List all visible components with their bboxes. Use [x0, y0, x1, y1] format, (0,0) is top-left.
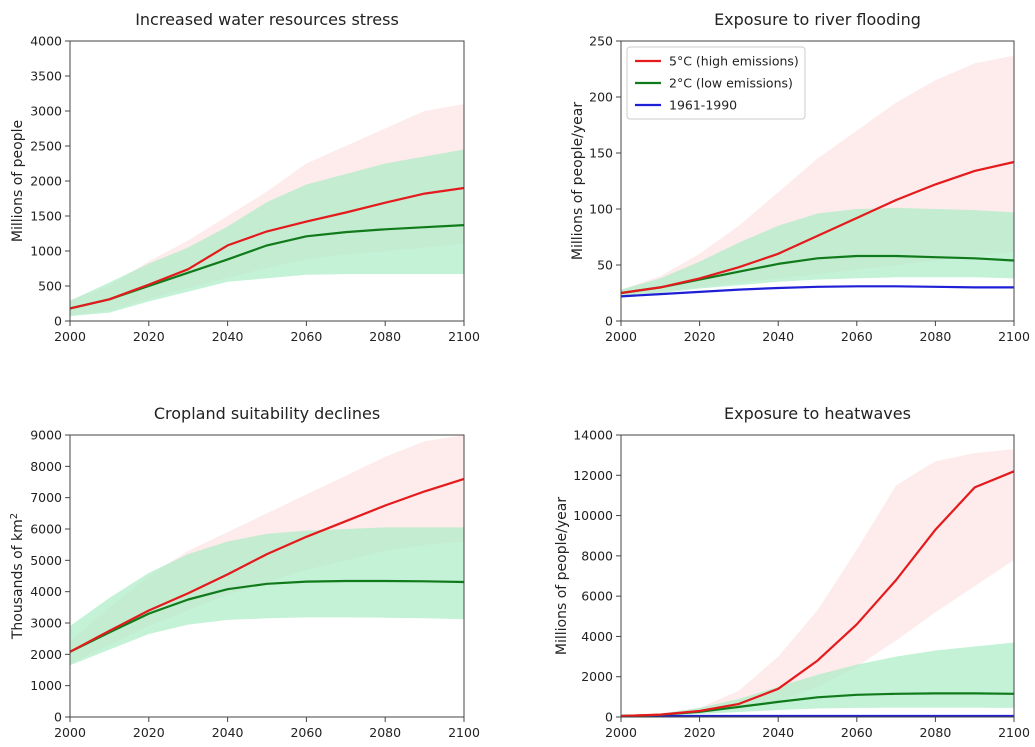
- x-tick-label: 2040: [762, 329, 794, 344]
- y-tick-label: 500: [38, 279, 62, 294]
- y-tick-label: 3000: [30, 616, 62, 631]
- y-tick-label: 1500: [30, 209, 62, 224]
- y-axis-label: Millions of people/year: [570, 102, 586, 260]
- band-low: [70, 149, 464, 317]
- band-low: [70, 527, 464, 666]
- chart-title: Exposure to river flooding: [714, 10, 921, 29]
- y-tick-label: 6000: [581, 589, 613, 604]
- x-tick-label: 2020: [684, 725, 716, 740]
- y-axis-label: Thousands of km2: [9, 513, 27, 640]
- legend-box: [626, 46, 806, 120]
- series-line-hist: [620, 285, 1014, 298]
- axes-frame: [620, 40, 1015, 322]
- x-tick-label: 2100: [448, 329, 480, 344]
- y-tick-label: 4000: [581, 629, 613, 644]
- y-tick-label: 3500: [30, 69, 62, 84]
- x-tick-label: 2000: [54, 329, 86, 344]
- y-tick-label: 2000: [30, 647, 62, 662]
- x-tick-label: 2000: [605, 329, 637, 344]
- x-tick-label: 2100: [998, 329, 1030, 344]
- chart-0: 2000 2020 2040 2060 2080 2100 0 500 1000 1500 2000…: [10, 10, 480, 344]
- y-tick-label: 0: [54, 710, 62, 725]
- y-tick-label: 2000: [30, 174, 62, 189]
- y-tick-label: 9000: [30, 428, 62, 443]
- series-line-high: [69, 186, 465, 310]
- y-tick-label: 0: [605, 710, 613, 725]
- x-tick-label: 2020: [133, 329, 165, 344]
- x-tick-label: 2100: [998, 725, 1030, 740]
- axes-frame: [620, 434, 1015, 718]
- legend-label: 2°C (low emissions): [669, 76, 793, 91]
- y-tick-label: 0: [605, 314, 613, 329]
- legend-label: 5°C (high emissions): [669, 54, 799, 69]
- x-tick-label: 2060: [290, 329, 322, 344]
- x-tick-label: 2040: [212, 725, 244, 740]
- x-tick-label: 2040: [212, 329, 244, 344]
- y-axis-label-text: Millions of people/year: [570, 102, 586, 260]
- y-tick-label: 4000: [30, 34, 62, 49]
- y-axis-label-text: Millions of people: [10, 120, 26, 242]
- series-line-low: [69, 579, 465, 653]
- chart-title: Cropland suitability declines: [154, 404, 380, 423]
- y-tick-label: 1000: [30, 244, 62, 259]
- y-tick-label: 50: [597, 258, 613, 273]
- y-tick-label: 0: [54, 314, 62, 329]
- y-axis-label-text: Thousands of km: [10, 519, 26, 640]
- y-tick-label: 1000: [30, 678, 62, 693]
- x-tick-label: 2080: [919, 329, 951, 344]
- y-tick-label: 150: [589, 146, 613, 161]
- x-tick-label: 2060: [290, 725, 322, 740]
- x-tick-label: 2020: [133, 725, 165, 740]
- x-tick-label: 2060: [841, 329, 873, 344]
- band-high: [621, 449, 1014, 717]
- band-low: [621, 207, 1014, 297]
- y-tick-label: 200: [589, 90, 613, 105]
- x-tick-label: 2060: [841, 725, 873, 740]
- y-tick-label: 8000: [30, 459, 62, 474]
- y-axis-label: Millions of people/year: [554, 497, 570, 655]
- y-tick-label: 12000: [573, 468, 613, 483]
- y-tick-label: 2000: [581, 669, 613, 684]
- y-tick-label: 5000: [30, 553, 62, 568]
- series-line-high: [620, 470, 1015, 718]
- y-tick-label: 8000: [581, 548, 613, 563]
- y-axis-label-superscript: 2: [9, 513, 20, 519]
- x-tick-label: 2080: [919, 725, 951, 740]
- series-line-high: [620, 160, 1015, 295]
- y-tick-label: 7000: [30, 490, 62, 505]
- x-tick-label: 2000: [605, 725, 637, 740]
- x-tick-label: 2000: [54, 725, 86, 740]
- chart-title: Exposure to heatwaves: [724, 404, 911, 423]
- series-line-high: [69, 477, 465, 653]
- y-tick-label: 4000: [30, 584, 62, 599]
- chart-2: 2000 2020 2040 2060 2080 2100 0 1000 2000 3000 400…: [9, 404, 480, 740]
- legend: 5°C (high emissions) 2°C (low emissions) 1…: [626, 46, 806, 120]
- band-low: [621, 642, 1014, 717]
- legend-label: 1961-1990: [669, 98, 737, 113]
- y-tick-label: 250: [589, 34, 613, 49]
- axes-frame: [69, 434, 465, 718]
- x-tick-label: 2040: [762, 725, 794, 740]
- y-tick-label: 10000: [573, 508, 613, 523]
- y-tick-label: 2500: [30, 139, 62, 154]
- y-tick-label: 100: [589, 202, 613, 217]
- y-tick-label: 6000: [30, 522, 62, 537]
- x-tick-label: 2080: [369, 329, 401, 344]
- y-axis-label-text: Millions of people/year: [554, 497, 570, 655]
- x-tick-label: 2080: [369, 725, 401, 740]
- x-tick-label: 2100: [448, 725, 480, 740]
- chart-1: 2000 2020 2040 2060 2080 2100 0 50 100 150 200 250 E…: [570, 10, 1030, 344]
- x-tick-label: 2020: [684, 329, 716, 344]
- y-tick-label: 3000: [30, 104, 62, 119]
- y-axis-label: Millions of people: [10, 120, 26, 242]
- chart-3: 2000 2020 2040 2060 2080 21000200040006000800…: [554, 404, 1030, 740]
- y-tick-label: 14000: [573, 428, 613, 443]
- chart-title: Increased water resources stress: [135, 10, 399, 29]
